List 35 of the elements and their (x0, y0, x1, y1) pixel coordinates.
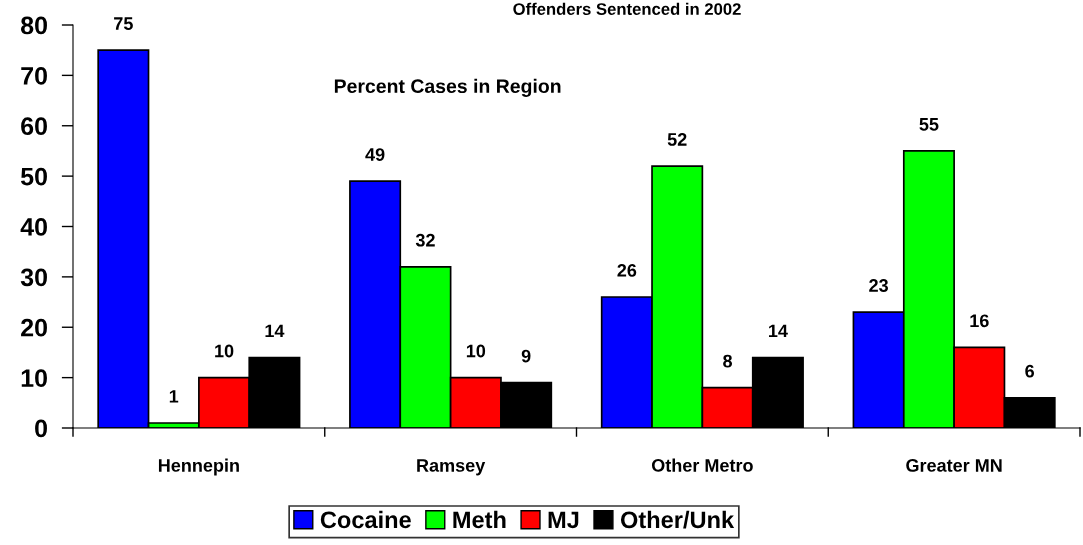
legend-label: Meth (453, 510, 506, 529)
y-tick-label: 70 (21, 66, 47, 85)
data-label: 75 (114, 17, 133, 30)
data-label: 16 (970, 314, 989, 328)
x-tick-label: Hennepin (158, 458, 239, 476)
data-label: 10 (215, 344, 234, 358)
legend-label: MJ (548, 511, 579, 529)
data-label: 52 (667, 133, 687, 146)
y-tick-label: 60 (21, 117, 47, 136)
y-tick-label: 40 (20, 218, 47, 236)
chart-title: Offenders Sentenced in 2002 (513, 2, 741, 15)
data-label: 49 (365, 148, 385, 161)
data-label: 1 (169, 390, 179, 403)
x-tick-label: Other Metro (651, 458, 753, 472)
y-tick-label: 0 (35, 419, 47, 438)
data-label: 26 (617, 264, 637, 277)
legend-label: Other/Unk (620, 510, 735, 529)
y-tick-label: 30 (20, 268, 47, 287)
data-label: 14 (265, 324, 285, 338)
y-tick-label: 20 (21, 318, 47, 337)
legend-label: Cocaine (320, 510, 411, 529)
data-label: 32 (415, 233, 435, 247)
data-label: 6 (1025, 364, 1035, 378)
x-tick-label: Greater MN (906, 459, 1002, 472)
data-label: 23 (869, 279, 888, 292)
data-label: 10 (466, 344, 486, 358)
y-tick-label: 50 (20, 167, 47, 186)
x-tick-label: Ramsey (417, 459, 486, 476)
data-label: 55 (919, 118, 939, 131)
data-label: 8 (723, 354, 733, 368)
y-tick-label: 10 (21, 369, 47, 387)
data-label: 14 (769, 324, 788, 338)
y-tick-label: 80 (20, 16, 47, 35)
annotation: Percent Cases in Region (334, 78, 561, 97)
data-label: 9 (521, 349, 531, 363)
